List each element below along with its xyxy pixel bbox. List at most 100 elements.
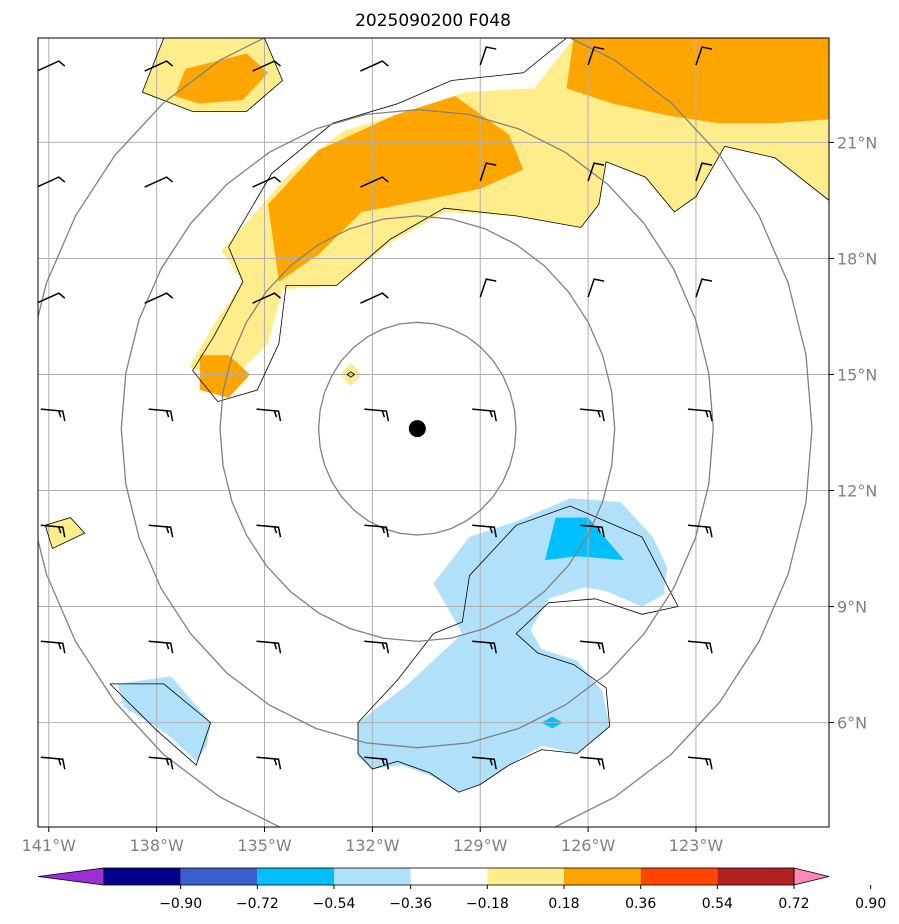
wind-barb-shaft [40, 640, 66, 654]
wind-barb [580, 524, 605, 538]
wind-barb-shaft [144, 176, 174, 188]
colorbar-tick-label: −0.36 [389, 896, 432, 912]
wind-barb [252, 292, 281, 304]
y-tick-label: 6°N [837, 714, 867, 733]
filled-region [358, 498, 668, 793]
wind-barb [587, 162, 605, 182]
wind-barb-shaft [148, 756, 174, 770]
wind-barb-shaft [252, 176, 281, 188]
wind-barb [252, 176, 281, 188]
filled-region [174, 53, 269, 104]
wind-barb-shaft [40, 408, 66, 422]
wind-barb [587, 278, 605, 298]
chart-title: 2025090200 F048 [355, 11, 511, 31]
y-tick-label: 9°N [837, 598, 867, 617]
grid-layer [38, 38, 829, 827]
range-ring [120, 108, 714, 749]
wind-barb [687, 640, 713, 654]
range-ring-layer [38, 38, 813, 827]
wind-barb [472, 524, 497, 538]
storm-center-marker [408, 420, 426, 438]
wind-barb [587, 46, 605, 66]
wind-barb-shaft [580, 408, 605, 422]
wind-barb-shaft [144, 292, 174, 304]
x-tick-label: 132°W [345, 836, 400, 855]
wind-barb [360, 292, 389, 304]
wind-barb [144, 292, 174, 304]
wind-barb [40, 408, 66, 422]
wind-barb [148, 408, 174, 422]
wind-barb-shaft [148, 640, 174, 654]
y-tick-label: 15°N [837, 365, 877, 384]
wind-barb-shaft [148, 524, 174, 538]
wind-barb-shaft [580, 640, 605, 654]
contour-line [228, 38, 567, 248]
wind-barb-shaft [587, 46, 605, 66]
wind-barb-shaft [252, 60, 281, 72]
wind-barb-shaft [144, 60, 174, 72]
colorbar-tick-label: 0.72 [778, 896, 809, 912]
wind-barb-shaft [479, 46, 497, 66]
wind-barb-shaft [256, 756, 282, 770]
wind-barb-shaft [472, 640, 497, 654]
colorbar-tick-label: 0.90 [855, 896, 886, 912]
wind-barb-shaft [687, 408, 713, 422]
wind-barb [472, 408, 497, 422]
colorbar-tick-label: −0.72 [236, 896, 279, 912]
wind-barb [580, 640, 605, 654]
colorbar-segment [640, 868, 718, 885]
wind-barb [144, 176, 174, 188]
wind-barb-shaft [252, 292, 281, 304]
wind-barb [695, 46, 713, 66]
colorbar: −0.90 −0.72 −0.54 −0.36 −0.18 0.18 0.36 0.54 0.7… [37, 867, 886, 912]
colorbar-segment [257, 868, 334, 885]
x-tick-label: 141°W [22, 836, 77, 855]
wind-barb [580, 756, 605, 770]
wind-barb-shaft [695, 46, 713, 66]
colorbar-segment [717, 868, 794, 885]
wind-barb [687, 408, 713, 422]
contour-line [192, 145, 829, 403]
y-tick-label: 21°N [837, 133, 877, 152]
contour-line [109, 683, 212, 766]
wind-barb-shaft [695, 162, 713, 182]
range-ring [219, 215, 616, 643]
colorbar-segment [180, 868, 258, 885]
wind-barb [148, 524, 174, 538]
wind-barb [695, 162, 713, 182]
wind-barb [256, 408, 282, 422]
wind-barb [38, 60, 66, 72]
center-marker-layer [408, 420, 426, 438]
contour-line [357, 505, 679, 793]
wind-barb [479, 46, 497, 66]
colorbar-segment [334, 868, 411, 885]
wind-barb [256, 524, 282, 538]
filled-region [566, 38, 829, 124]
wind-barb [695, 278, 713, 298]
filled-region [545, 517, 625, 561]
y-tick-label: 12°N [837, 482, 877, 501]
contour-line [346, 371, 356, 378]
wind-barb-shaft [587, 278, 605, 298]
range-ring [317, 321, 517, 536]
wind-barb [40, 756, 66, 770]
wind-barb-shaft [364, 408, 390, 422]
wind-barb-layer [38, 46, 713, 770]
wind-barb-shaft [472, 524, 497, 538]
wind-barb [472, 756, 497, 770]
wind-barb-shaft [687, 524, 713, 538]
range-ring [38, 38, 813, 827]
colorbar-segment [104, 868, 181, 885]
wind-barb [40, 524, 66, 538]
contour-line [44, 517, 86, 550]
wind-barb-shaft [479, 278, 497, 298]
x-tick-label: 135°W [237, 836, 292, 855]
x-tick-label: 138°W [129, 836, 184, 855]
colorbar-extend-min [37, 867, 105, 886]
colorbar-segment [410, 868, 488, 885]
wind-barb-shaft [364, 756, 390, 770]
filled-region [45, 517, 85, 549]
wind-barb-shaft [364, 524, 390, 538]
x-tick-label: 123°W [669, 836, 724, 855]
